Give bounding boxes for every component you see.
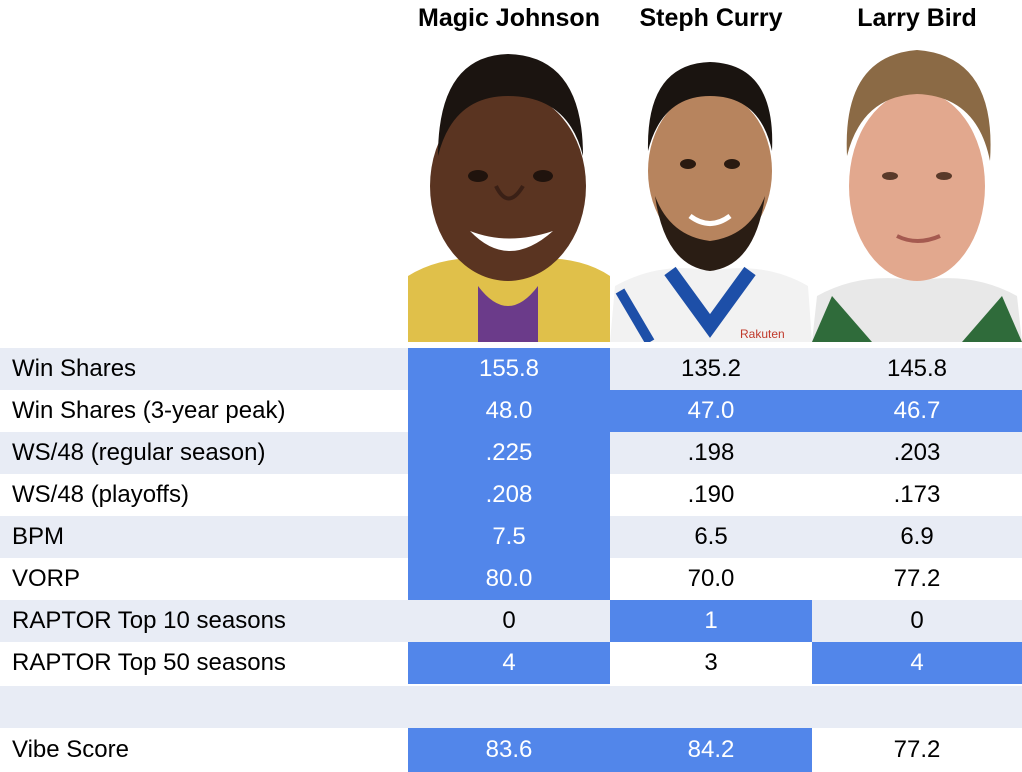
value-cell: 6.9 [900,523,934,550]
stat-row: BPM 7.5 6.5 6.9 [0,516,1022,558]
value-cell: 6.5 [694,523,728,550]
row-label: RAPTOR Top 10 seasons [12,607,286,634]
larry-bird-photo [812,36,1022,342]
row-label: WS/48 (regular season) [12,439,266,466]
value-cell: 4 [408,642,610,684]
value-cell: .225 [408,432,610,474]
value-cell: 84.2 [610,728,812,772]
spacer-row [0,686,1022,728]
stat-row: RAPTOR Top 10 seasons 0 1 0 [0,600,1022,642]
value-cell: .208 [408,474,610,516]
row-label: Win Shares (3-year peak) [12,397,286,424]
header-player-2: Steph Curry [639,3,783,32]
row-label: Vibe Score [12,736,129,763]
value-cell: 0 [502,607,516,634]
value-cell: .190 [687,481,735,508]
stat-row: WS/48 (playoffs) .208 .190 .173 [0,474,1022,516]
header-blank [0,0,408,36]
steph-curry-photo: Rakuten [610,36,812,342]
vibe-row: Vibe Score 83.6 84.2 77.2 [0,728,1022,772]
value-cell: 83.6 [408,728,610,772]
value-cell: 4 [812,642,1022,684]
photo-row: Rakuten [0,36,1022,342]
value-cell: 48.0 [408,390,610,432]
header-player-3: Larry Bird [857,3,977,32]
value-cell: 155.8 [408,348,610,390]
value-cell: .198 [687,439,735,466]
row-label: RAPTOR Top 50 seasons [12,649,286,676]
svg-text:Rakuten: Rakuten [740,327,785,341]
magic-johnson-photo [408,36,610,342]
stat-row: WS/48 (regular season) .225 .198 .203 [0,432,1022,474]
stat-row: Win Shares 155.8 135.2 145.8 [0,348,1022,390]
header-row: Magic Johnson Steph Curry Larry Bird [0,0,1022,36]
stat-row: Win Shares (3-year peak) 48.0 47.0 46.7 [0,390,1022,432]
value-cell: .203 [893,439,941,466]
value-cell: 77.2 [893,565,941,592]
value-cell: 1 [610,600,812,642]
photo-blank [0,36,408,342]
value-cell: 7.5 [408,516,610,558]
row-label: VORP [12,565,81,592]
value-cell: 145.8 [886,355,948,382]
value-cell: 70.0 [687,565,735,592]
stat-row: RAPTOR Top 50 seasons 4 3 4 [0,642,1022,684]
value-cell: 46.7 [812,390,1022,432]
value-cell: 0 [910,607,924,634]
value-cell: 77.2 [893,736,941,763]
value-cell: 135.2 [680,355,742,382]
stat-row: VORP 80.0 70.0 77.2 [0,558,1022,600]
value-cell: 80.0 [408,558,610,600]
row-label: WS/48 (playoffs) [12,481,189,508]
row-label: BPM [12,523,65,550]
value-cell: 47.0 [610,390,812,432]
row-label: Win Shares [12,355,137,382]
value-cell: .173 [893,481,941,508]
value-cell: 3 [704,649,718,676]
header-player-1: Magic Johnson [418,3,600,32]
